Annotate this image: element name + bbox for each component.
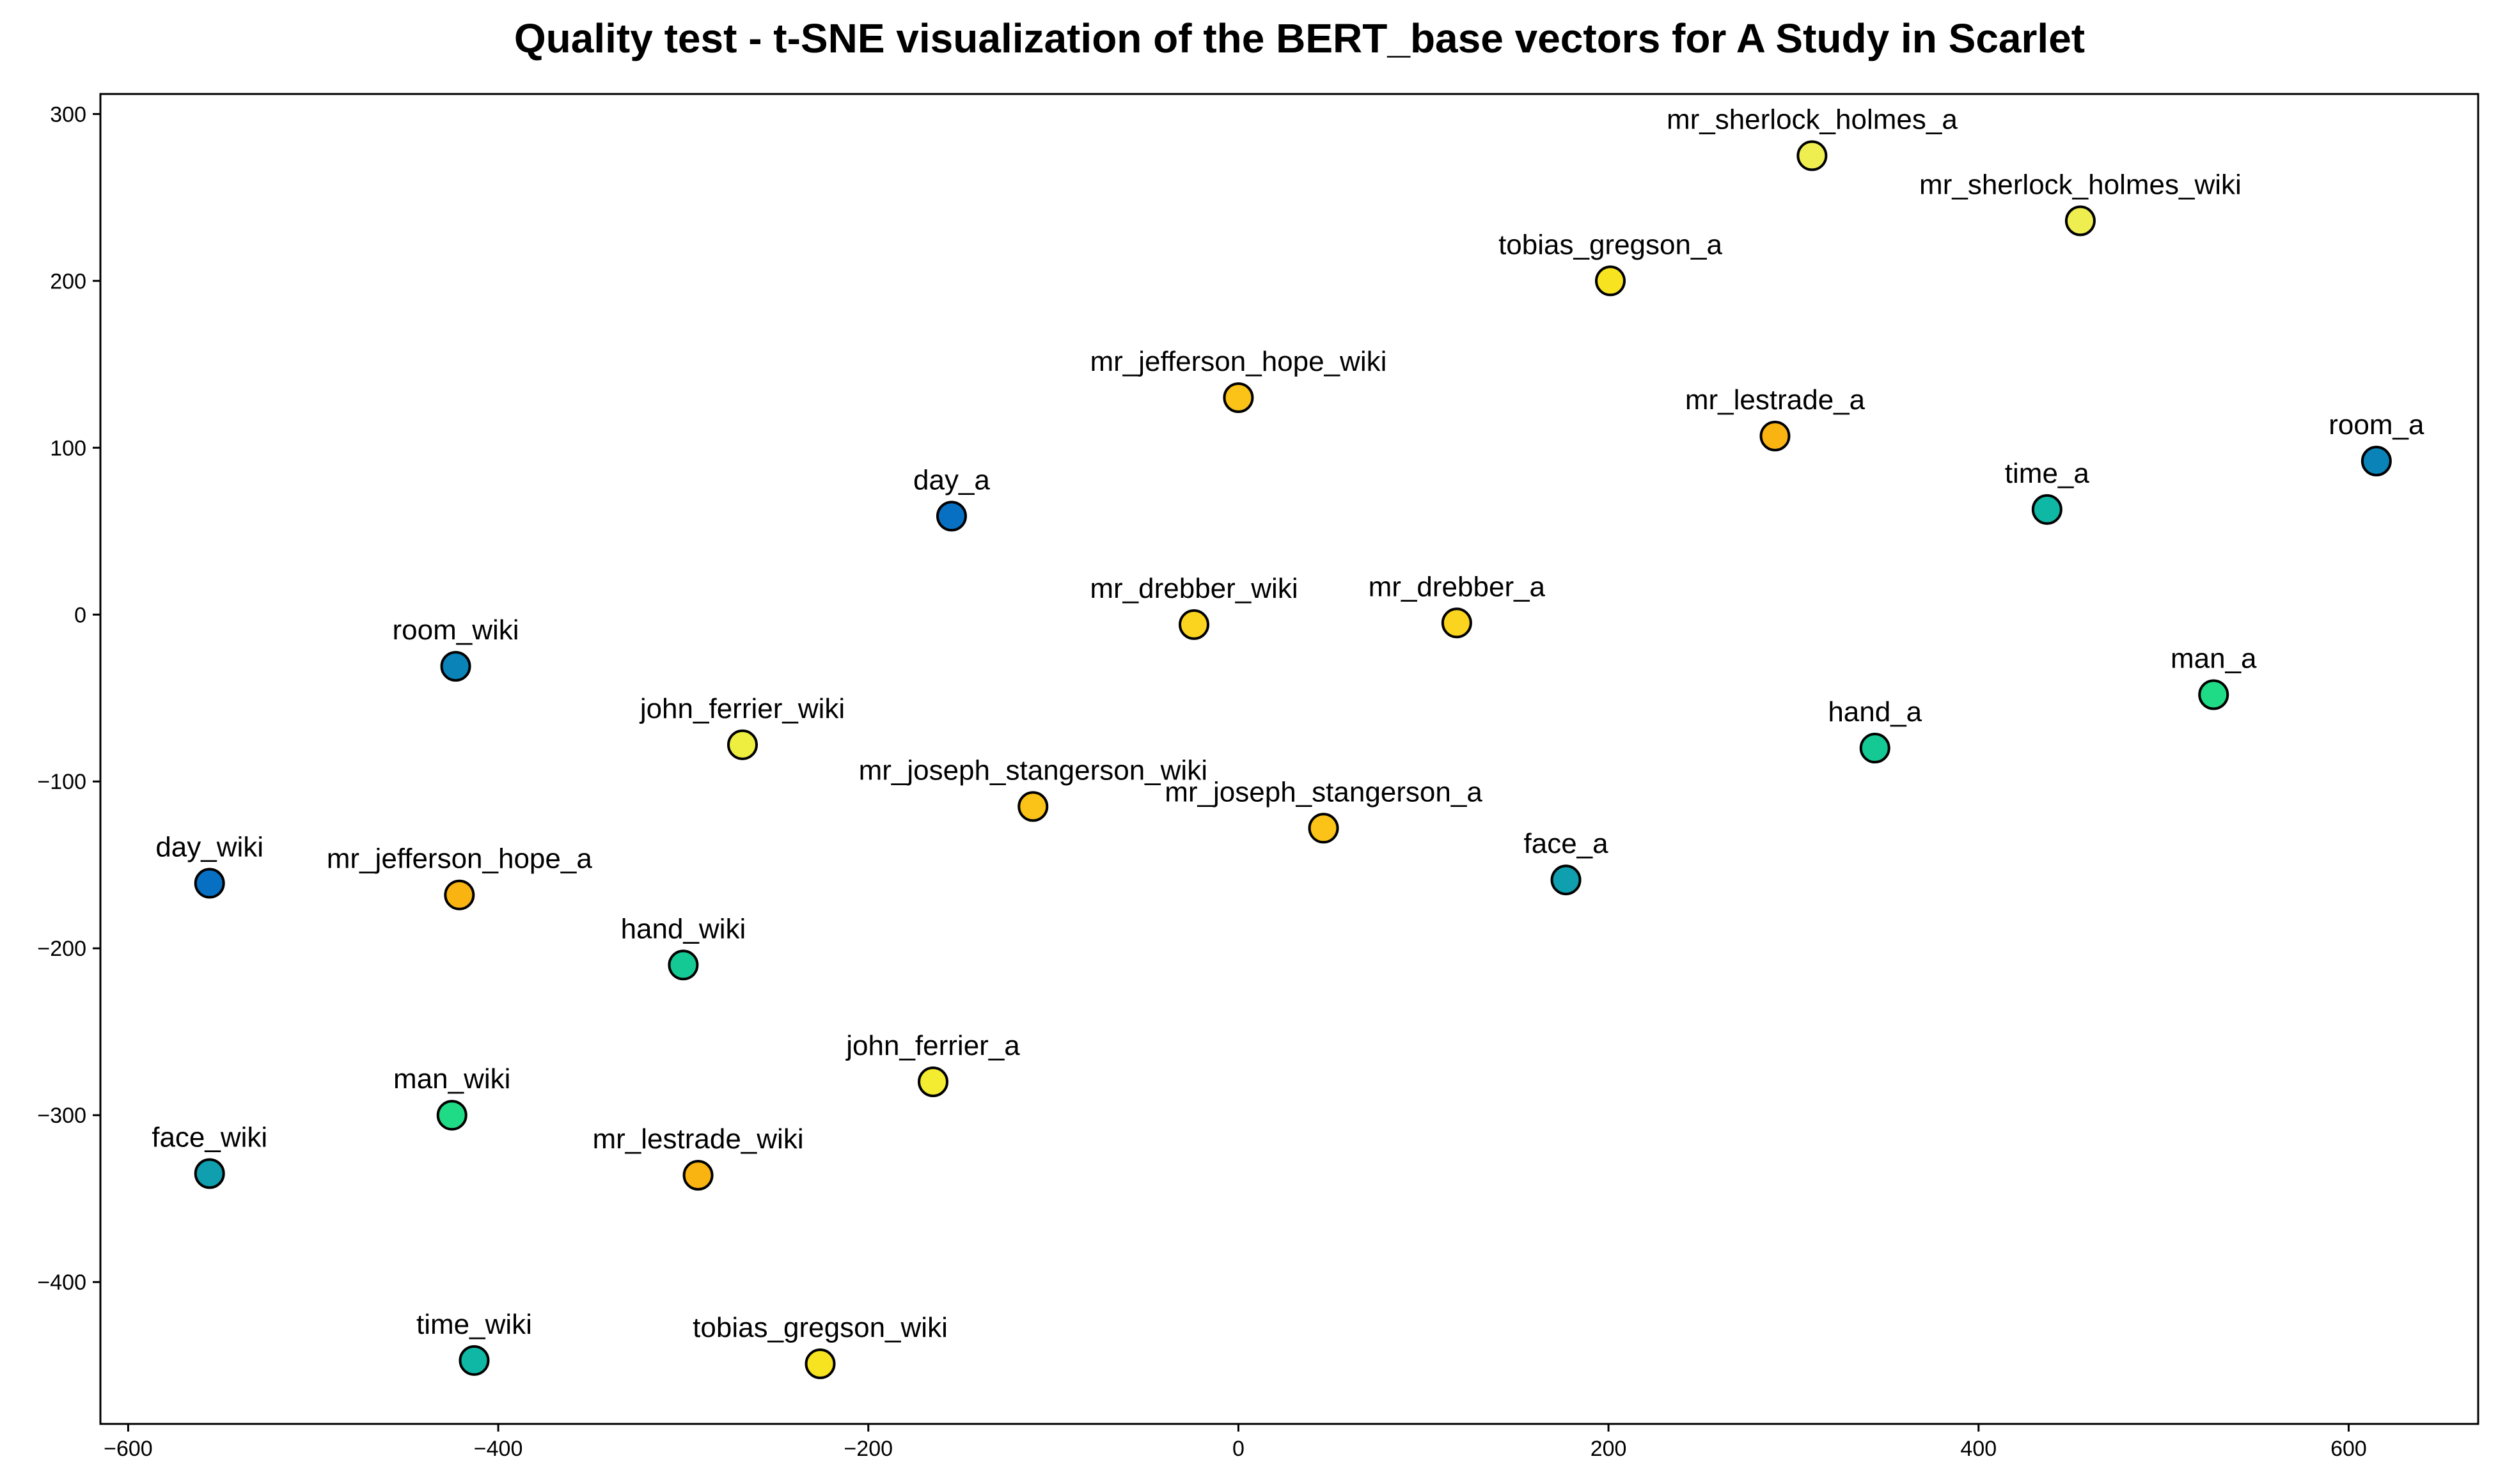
x-tick-label: 600 (2330, 1437, 2367, 1461)
point-labels: mr_sherlock_holmes_a mr_sherlock_holmes_w… (152, 104, 2424, 1343)
x-tick-label: 0 (1232, 1437, 1245, 1461)
data-point-mr-drebber-wiki (1178, 609, 1209, 640)
data-point-time-wiki (459, 1345, 490, 1376)
point-label: john_ferrier_wiki (639, 693, 845, 724)
axis-ticks: −600 −400 −200 0 200 400 600 −400 −300 −200 −100 0 1… (37, 102, 2366, 1461)
data-point-mr-joseph-stangerson-a (1308, 813, 1339, 844)
point-label: john_ferrier_a (845, 1030, 1020, 1061)
point-label: time_a (2005, 458, 2090, 489)
point-label: man_wiki (393, 1063, 510, 1095)
y-tick-label: −200 (37, 937, 86, 961)
scatter-points (194, 140, 2392, 1380)
x-tick-label: 400 (1960, 1437, 1997, 1461)
data-point-hand-wiki (668, 949, 699, 981)
point-label: room_a (2329, 409, 2424, 441)
point-label: face_wiki (152, 1122, 267, 1153)
x-tick-label: −200 (844, 1437, 893, 1461)
point-label: mr_lestrade_wiki (593, 1123, 804, 1155)
y-tick-label: 100 (50, 436, 86, 460)
plot-frame (99, 93, 2479, 1425)
point-label: time_wiki (416, 1309, 532, 1340)
point-label: man_a (2171, 643, 2257, 675)
x-tick-label: 200 (1591, 1437, 1627, 1461)
data-point-mr-sherlock-holmes-wiki (2064, 205, 2096, 237)
point-label: hand_a (1828, 696, 1922, 728)
data-point-john-ferrier-a (918, 1066, 949, 1097)
data-point-man-wiki (436, 1100, 467, 1131)
point-label: mr_jefferson_hope_wiki (1090, 346, 1386, 377)
point-label: room_wiki (393, 614, 519, 646)
data-point-mr-lestrade-a (1759, 421, 1791, 452)
point-label: day_a (913, 464, 990, 496)
data-point-room-a (2361, 446, 2392, 477)
data-point-mr-jefferson-hope-wiki (1223, 382, 1254, 413)
point-label: mr_drebber_wiki (1090, 573, 1298, 604)
point-label: face_a (1524, 828, 1609, 859)
point-label: tobias_gregson_wiki (693, 1312, 948, 1343)
data-point-man-a (2198, 679, 2229, 710)
point-label: mr_joseph_stangerson_wiki (859, 754, 1207, 786)
data-point-tobias-gregson-a (1595, 265, 1626, 297)
x-tick-label: −400 (474, 1437, 523, 1461)
data-point-tobias-gregson-wiki (805, 1348, 836, 1380)
y-tick-label: 0 (74, 603, 86, 627)
point-label: mr_lestrade_a (1685, 384, 1866, 416)
point-label: day_wiki (155, 831, 263, 863)
y-tick-label: −100 (37, 770, 86, 794)
data-point-mr-joseph-stangerson-wiki (1017, 791, 1049, 822)
point-label: tobias_gregson_a (1498, 229, 1722, 260)
point-label: hand_wiki (621, 913, 746, 944)
data-point-face-wiki (194, 1158, 225, 1189)
data-point-john-ferrier-wiki (727, 729, 758, 760)
data-point-mr-lestrade-wiki (682, 1160, 714, 1191)
y-tick-label: 300 (50, 102, 86, 127)
data-point-hand-a (1859, 733, 1890, 764)
data-point-mr-drebber-a (1441, 607, 1472, 639)
y-tick-label: −300 (37, 1104, 86, 1128)
point-label: mr_drebber_a (1369, 571, 1546, 602)
data-point-face-a (1550, 864, 1582, 896)
x-tick-label: −600 (104, 1437, 153, 1461)
point-label: mr_jefferson_hope_a (327, 843, 593, 875)
data-point-day-wiki (194, 868, 225, 899)
y-tick-label: −400 (37, 1270, 86, 1295)
data-point-mr-jefferson-hope-a (444, 879, 475, 910)
chart-title: Quality test - t-SNE visualization of th… (514, 15, 2085, 61)
point-label: mr_sherlock_holmes_wiki (1919, 169, 2242, 200)
data-point-room-wiki (440, 651, 471, 682)
data-point-mr-sherlock-holmes-a (1796, 140, 1828, 171)
point-label: mr_joseph_stangerson_a (1165, 776, 1482, 808)
data-point-time-a (2031, 494, 2062, 525)
y-tick-label: 200 (50, 269, 86, 293)
data-point-day-a (936, 501, 967, 532)
point-label: mr_sherlock_holmes_a (1667, 104, 1958, 136)
